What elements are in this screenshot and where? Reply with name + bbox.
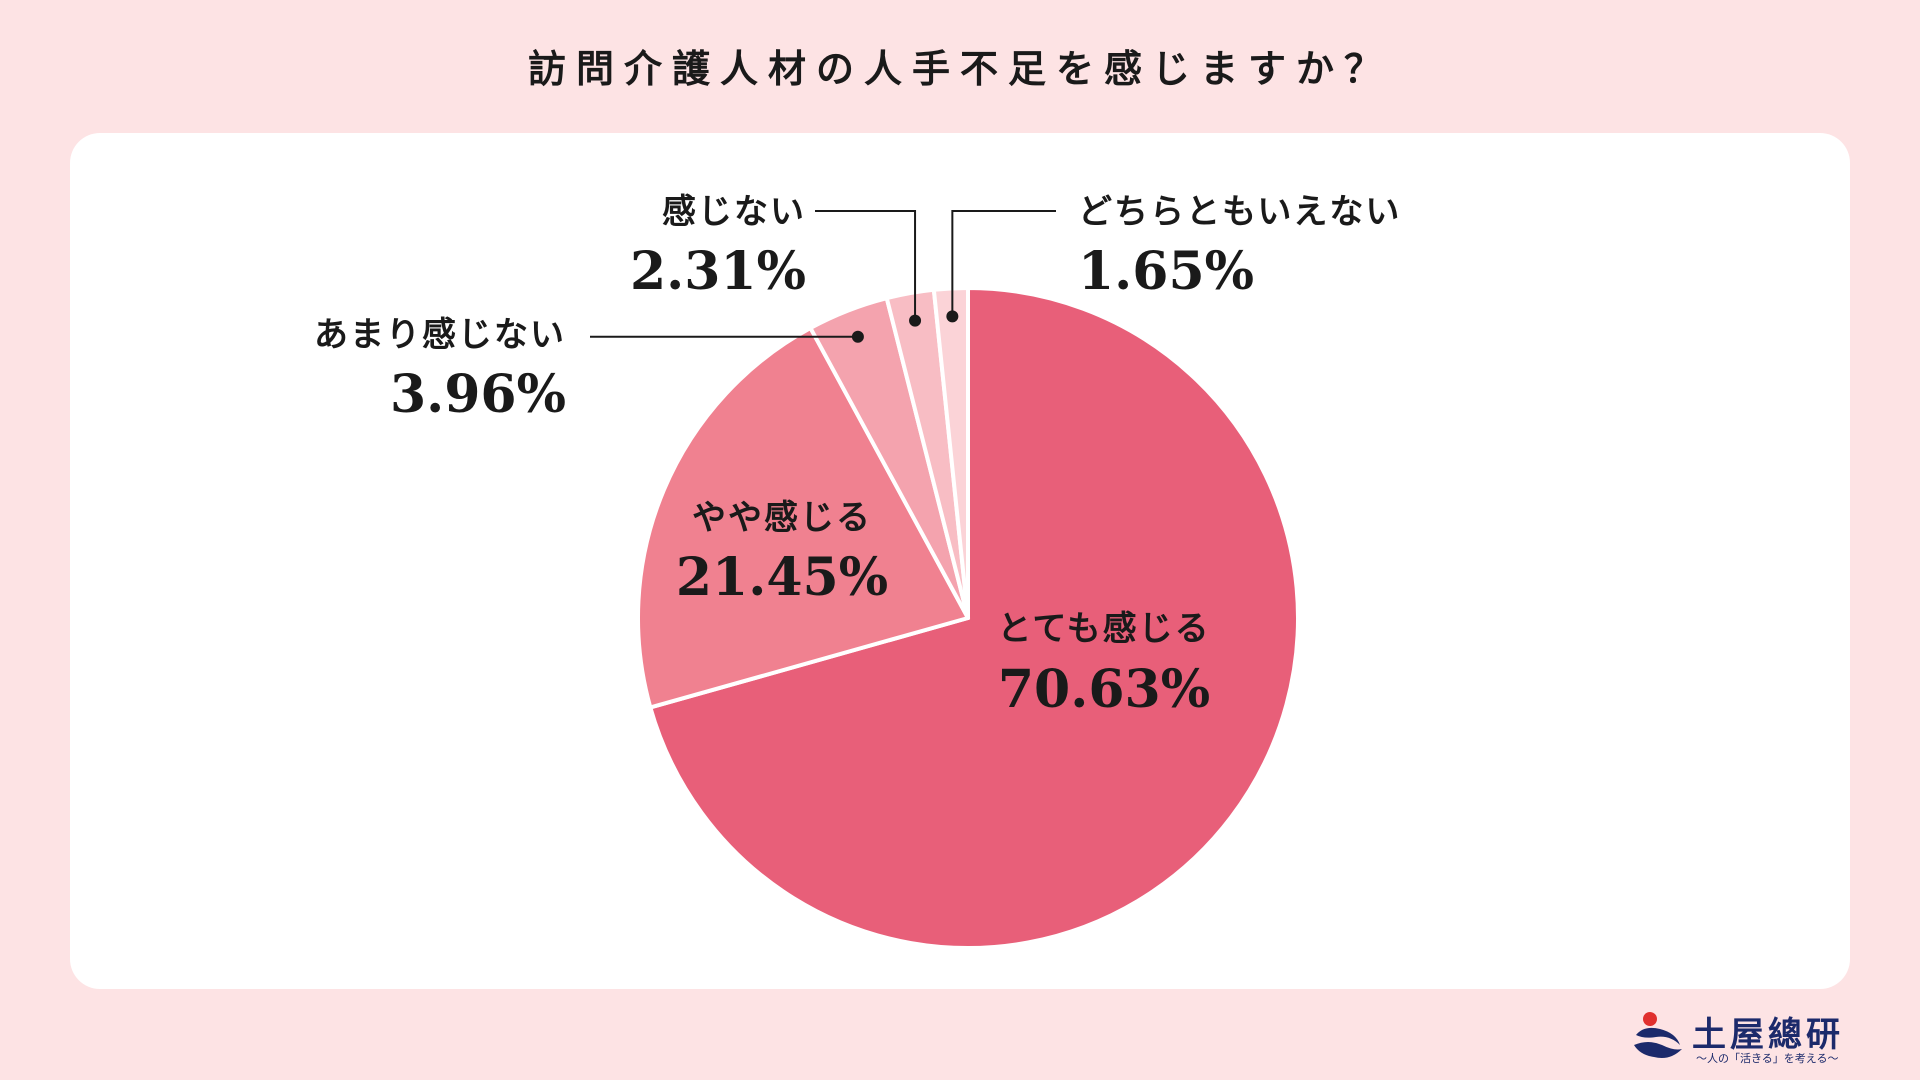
company-logo: 土屋總研 〜人の「活きる」を考える〜 [1630,1005,1870,1065]
pie-slice-2 [636,326,970,710]
chart-title: 訪問介護人材の人手不足を感じますか？ [527,46,1392,91]
slice-value-1: 70.63% [998,659,1210,720]
pie-chart: とても感じる 70.63% やや感じる 21.45% あまり感じない 3.96% 感じない 2… [314,192,1401,950]
leader-dot-3 [851,330,864,343]
pie-slice-1 [648,286,1300,950]
slice-label-5: どちらともいえない [1078,192,1401,232]
slice-label-2: やや感じる [692,498,872,538]
slice-value-3: 3.96% [390,364,566,425]
slice-label-1: とても感じる [997,609,1210,649]
logo-name: 土屋總研 [1692,1015,1844,1055]
pie-slice-5 [931,286,970,620]
leader-dot-4 [909,314,922,327]
logo-tagline: 〜人の「活きる」を考える〜 [1696,1052,1839,1065]
slice-label-4: 感じない [662,192,806,232]
leader-dot-5 [946,310,959,323]
slice-label-3: あまり感じない [314,315,566,355]
chart-card: とても感じる 70.63% やや感じる 21.45% あまり感じない 3.96% 感じない 2… [70,133,1850,989]
slice-value-5: 1.65% [1078,241,1254,302]
slice-value-2: 21.45% [676,547,888,608]
logo-mark-icon [1634,1012,1682,1058]
leader-line-4 [815,210,917,321]
slice-value-4: 2.31% [630,241,806,302]
leader-line-5 [951,210,1056,317]
